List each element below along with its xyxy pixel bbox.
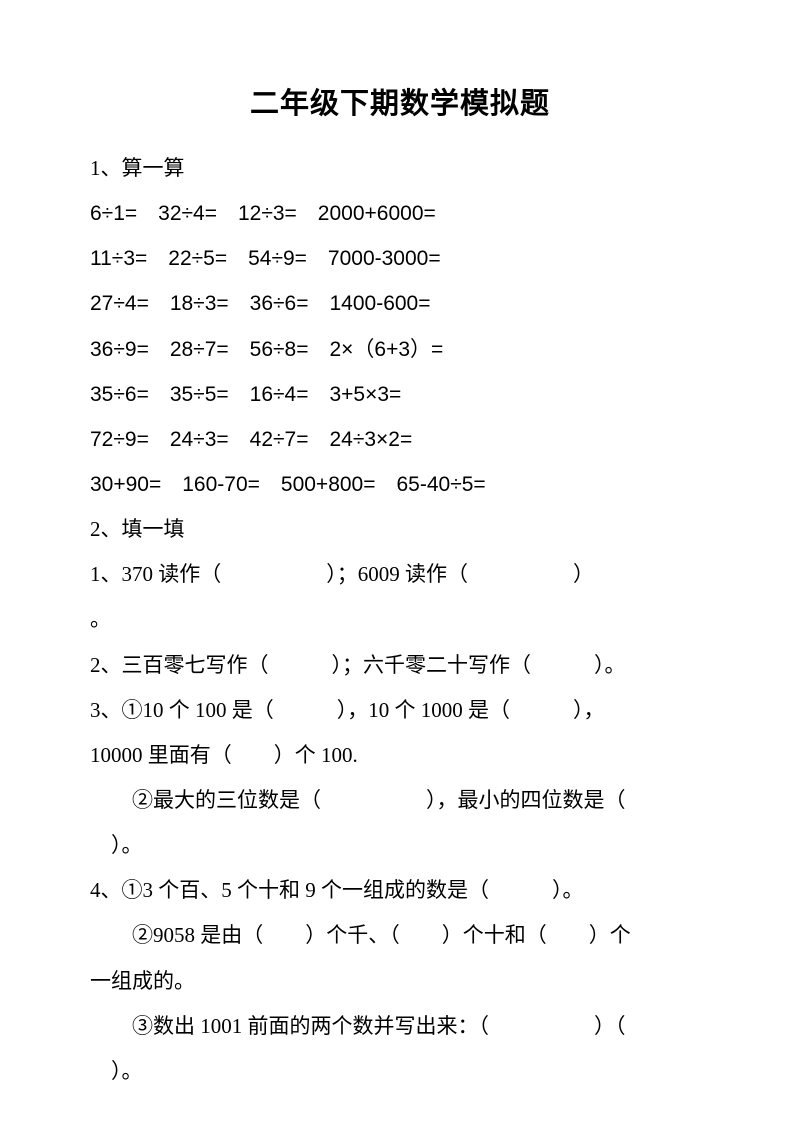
- fill-line: 10000 里面有（ ）个 100.: [90, 733, 710, 778]
- fill-line: ③数出 1001 前面的两个数并写出来：（ ）（: [90, 1004, 710, 1049]
- calc-row: 36÷9= 28÷7= 56÷8= 2×（6+3）=: [90, 327, 710, 372]
- fill-line: ②最大的三位数是（ ），最小的四位数是（: [90, 778, 710, 823]
- fill-line: ）。: [90, 823, 710, 868]
- fill-line: 。: [90, 597, 710, 642]
- calc-row: 35÷6= 35÷5= 16÷4= 3+5×3=: [90, 372, 710, 417]
- section2-header: 2、填一填: [90, 507, 710, 552]
- calc-row: 6÷1= 32÷4= 12÷3= 2000+6000=: [90, 191, 710, 236]
- fill-line: 4、①3 个百、5 个十和 9 个一组成的数是（ ）。: [90, 868, 710, 913]
- calc-row: 11÷3= 22÷5= 54÷9= 7000-3000=: [90, 236, 710, 281]
- calc-row: 27÷4= 18÷3= 36÷6= 1400-600=: [90, 281, 710, 326]
- calc-row: 72÷9= 24÷3= 42÷7= 24÷3×2=: [90, 417, 710, 462]
- fill-line: ）。: [90, 1049, 710, 1094]
- fill-line: 2、三百零七写作（ ）；六千零二十写作（ ）。: [90, 643, 710, 688]
- calc-row: 30+90= 160-70= 500+800= 65-40÷5=: [90, 462, 710, 507]
- fill-line: 3、①10 个 100 是（ ），10 个 1000 是（ ），: [90, 688, 710, 733]
- fill-line: 一组成的。: [90, 959, 710, 1004]
- fill-line: 1、370 读作（ ）；6009 读作（ ）: [90, 552, 710, 597]
- fill-line: ②9058 是由（ ）个千、（ ）个十和（ ）个: [90, 913, 710, 958]
- document-title: 二年级下期数学模拟题: [90, 80, 710, 122]
- section1-header: 1、算一算: [90, 146, 710, 191]
